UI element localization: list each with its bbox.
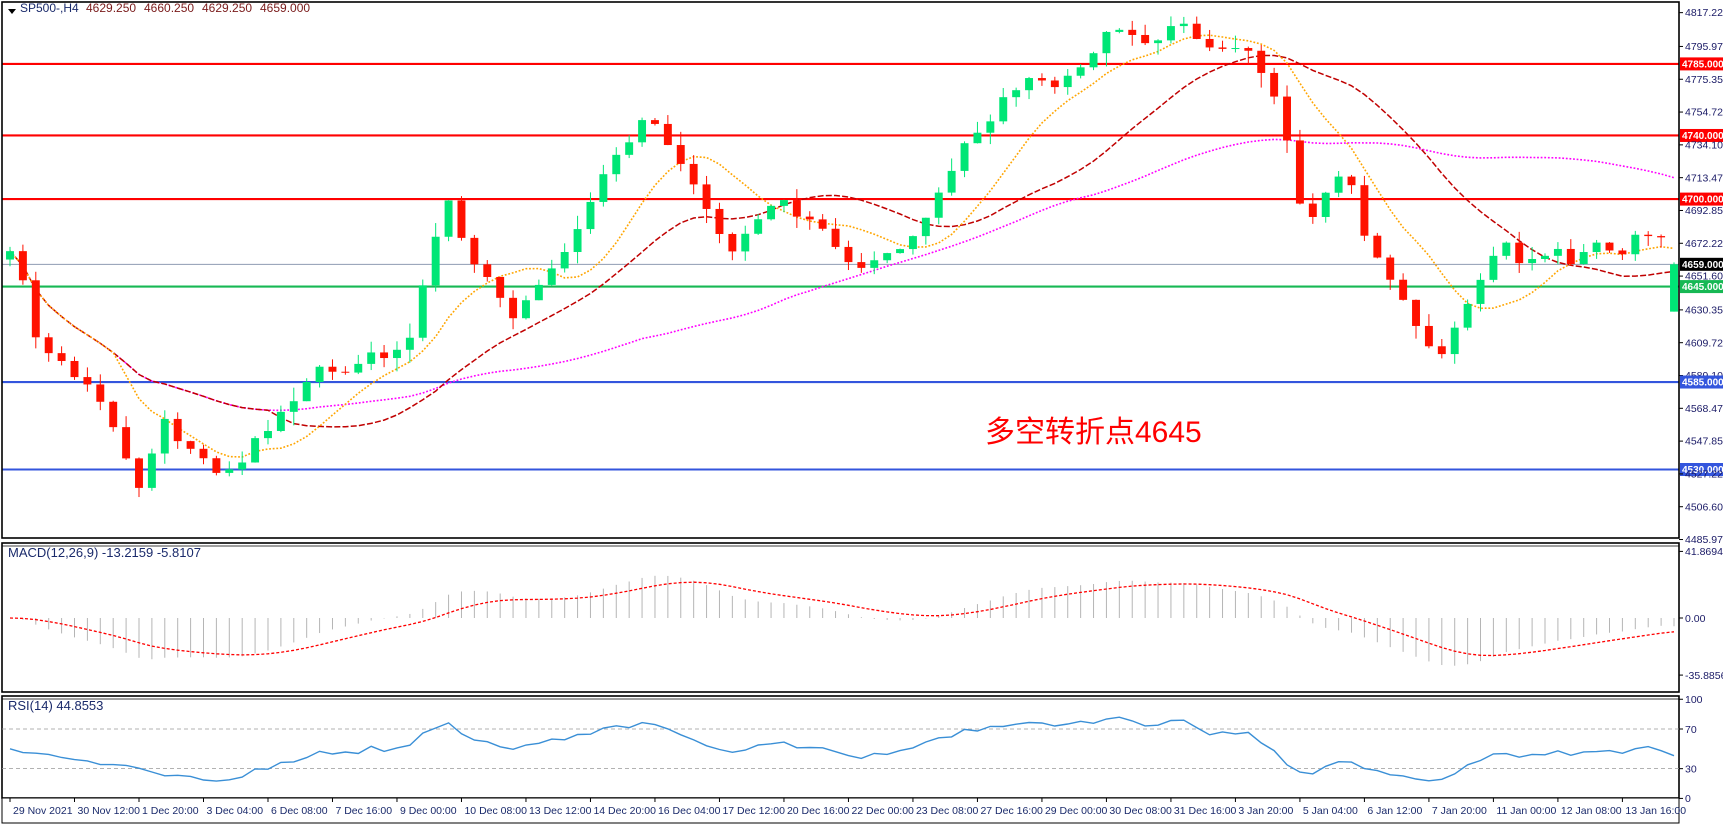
svg-text:13 Jan 16:00: 13 Jan 16:00 [1625, 805, 1686, 817]
svg-text:4795.975: 4795.975 [1685, 41, 1723, 53]
svg-text:70: 70 [1685, 724, 1697, 736]
svg-text:4659.000: 4659.000 [1682, 260, 1723, 271]
svg-text:4609.725: 4609.725 [1685, 337, 1723, 349]
svg-text:-35.8856: -35.8856 [1685, 670, 1723, 682]
svg-text:4754.725: 4754.725 [1685, 107, 1723, 119]
svg-text:4630.350: 4630.350 [1685, 304, 1723, 316]
svg-text:41.8694: 41.8694 [1685, 546, 1723, 558]
svg-text:16 Dec 04:00: 16 Dec 04:00 [658, 805, 721, 817]
svg-text:20 Dec 16:00: 20 Dec 16:00 [787, 805, 850, 817]
svg-text:4645.000: 4645.000 [1682, 282, 1723, 293]
svg-text:30 Dec 08:00: 30 Dec 08:00 [1109, 805, 1172, 817]
svg-text:4775.350: 4775.350 [1685, 74, 1723, 86]
svg-text:0.00: 0.00 [1685, 613, 1706, 625]
svg-text:4817.225: 4817.225 [1685, 7, 1723, 19]
svg-text:9 Dec 00:00: 9 Dec 00:00 [400, 805, 457, 817]
svg-text:5 Jan 04:00: 5 Jan 04:00 [1303, 805, 1358, 817]
svg-text:MACD(12,26,9) -13.2159 -5.8107: MACD(12,26,9) -13.2159 -5.8107 [8, 545, 201, 560]
svg-text:27 Dec 16:00: 27 Dec 16:00 [980, 805, 1043, 817]
svg-text:SP500-,H4: SP500-,H4 [20, 1, 79, 15]
svg-text:6 Dec 08:00: 6 Dec 08:00 [271, 805, 328, 817]
svg-text:4672.225: 4672.225 [1685, 238, 1723, 250]
svg-text:10 Dec 08:00: 10 Dec 08:00 [464, 805, 527, 817]
svg-text:1 Dec 20:00: 1 Dec 20:00 [142, 805, 199, 817]
svg-text:4527.225: 4527.225 [1685, 469, 1723, 481]
svg-text:4629.250: 4629.250 [86, 1, 136, 15]
svg-text:4547.850: 4547.850 [1685, 436, 1723, 448]
svg-text:7 Jan 20:00: 7 Jan 20:00 [1432, 805, 1487, 817]
svg-text:17 Dec 12:00: 17 Dec 12:00 [722, 805, 785, 817]
svg-text:RSI(14) 44.8553: RSI(14) 44.8553 [8, 698, 103, 713]
svg-text:4700.000: 4700.000 [1682, 195, 1723, 206]
svg-text:4659.000: 4659.000 [260, 1, 310, 15]
svg-text:3 Jan 20:00: 3 Jan 20:00 [1238, 805, 1293, 817]
svg-text:4785.000: 4785.000 [1682, 60, 1723, 71]
svg-text:4692.850: 4692.850 [1685, 205, 1723, 217]
svg-text:0: 0 [1685, 793, 1691, 805]
svg-text:7 Dec 16:00: 7 Dec 16:00 [335, 805, 392, 817]
svg-text:30: 30 [1685, 763, 1697, 775]
svg-text:29 Dec 00:00: 29 Dec 00:00 [1045, 805, 1108, 817]
svg-text:4485.975: 4485.975 [1685, 534, 1723, 546]
svg-text:4568.475: 4568.475 [1685, 403, 1723, 415]
svg-text:29 Nov 2021: 29 Nov 2021 [13, 805, 73, 817]
svg-text:31 Dec 16:00: 31 Dec 16:00 [1174, 805, 1237, 817]
svg-text:4506.600: 4506.600 [1685, 501, 1723, 513]
svg-text:11 Jan 00:00: 11 Jan 00:00 [1496, 805, 1556, 817]
svg-text:4713.475: 4713.475 [1685, 172, 1723, 184]
svg-text:4585.000: 4585.000 [1682, 378, 1723, 389]
svg-text:30 Nov 12:00: 30 Nov 12:00 [77, 805, 140, 817]
svg-text:12 Jan 08:00: 12 Jan 08:00 [1561, 805, 1622, 817]
svg-text:23 Dec 08:00: 23 Dec 08:00 [916, 805, 979, 817]
svg-text:6 Jan 12:00: 6 Jan 12:00 [1367, 805, 1422, 817]
svg-text:22 Dec 00:00: 22 Dec 00:00 [851, 805, 914, 817]
svg-text:3 Dec 04:00: 3 Dec 04:00 [206, 805, 263, 817]
svg-text:4660.250: 4660.250 [144, 1, 194, 15]
svg-text:4629.250: 4629.250 [202, 1, 252, 15]
svg-text:100: 100 [1685, 694, 1703, 706]
svg-text:4734.100: 4734.100 [1685, 139, 1723, 151]
svg-text:13 Dec 12:00: 13 Dec 12:00 [529, 805, 592, 817]
svg-text:14 Dec 20:00: 14 Dec 20:00 [593, 805, 656, 817]
svg-text:多空转折点4645: 多空转折点4645 [985, 416, 1202, 449]
